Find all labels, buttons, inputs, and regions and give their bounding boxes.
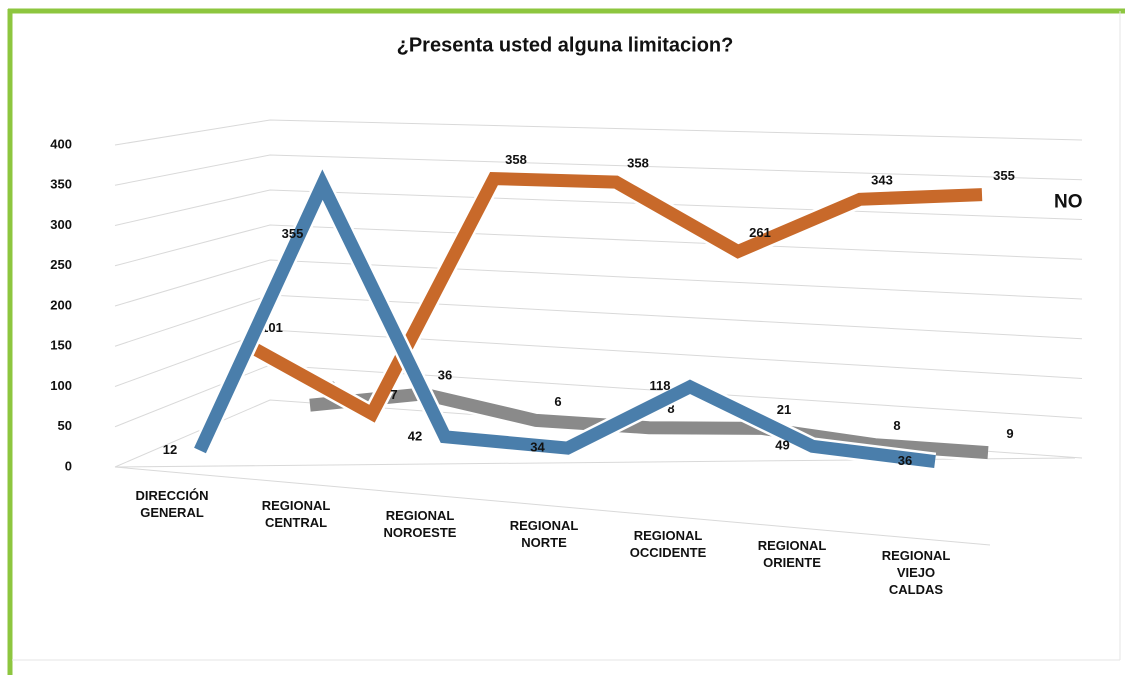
x-tick-label: REGIONAL CENTRAL [262,498,331,530]
grid-line [114,224,1083,267]
data-label: 358 [627,155,649,170]
line [246,171,983,423]
data-label: 8 [667,401,674,416]
data-label: 21 [777,402,791,417]
data-label: 358 [505,152,527,167]
grid-line [114,259,1083,307]
y-tick-label: 200 [50,297,72,312]
x-tick-label: REGIONAL ORIENTE [758,538,827,570]
line [194,169,936,469]
data-label: 355 [282,226,304,241]
y-tick-label: 250 [50,257,72,272]
data-label: 12 [163,442,177,457]
x-tick-label: DIRECCIÓN GENERAL [136,488,209,520]
x-tick-label: REGIONAL NOROESTE [384,508,457,540]
data-label: 6 [554,394,561,409]
grid-line [114,119,1083,146]
y-tick-label: 350 [50,177,72,192]
data-label: 34 [530,440,545,455]
x-tick-label: REGIONAL OCCIDENTE [630,528,707,560]
x-tick-label: REGIONAL NORTE [510,518,579,550]
chart-title: ¿Presenta usted alguna limitacion? [397,34,734,56]
y-tick-label: 150 [50,338,72,353]
y-tick-label: 50 [58,418,72,433]
data-label: 49 [775,438,789,453]
data-label: 261 [749,225,771,240]
legend-label: NO [1054,192,1083,213]
floor-line [114,466,991,546]
grid-line [114,329,1083,387]
x-tick-label: REGIONAL VIEJO CALDAS [882,548,951,597]
y-tick-label: 400 [50,136,72,151]
y-tick-label: 0 [65,458,72,473]
data-label: 343 [871,173,893,188]
y-tick-label: 100 [50,378,72,393]
grid-line [114,189,1083,226]
data-label: 8 [893,418,900,433]
data-label: 36 [898,453,912,468]
data-label: 36 [438,367,452,382]
data-label: 9 [1006,426,1013,441]
grid-line [114,154,1083,186]
data-label: 7 [390,387,397,402]
data-label: 118 [650,378,671,393]
y-tick-label: 300 [50,217,72,232]
data-label: 355 [993,168,1015,183]
data-label: 42 [408,428,422,443]
